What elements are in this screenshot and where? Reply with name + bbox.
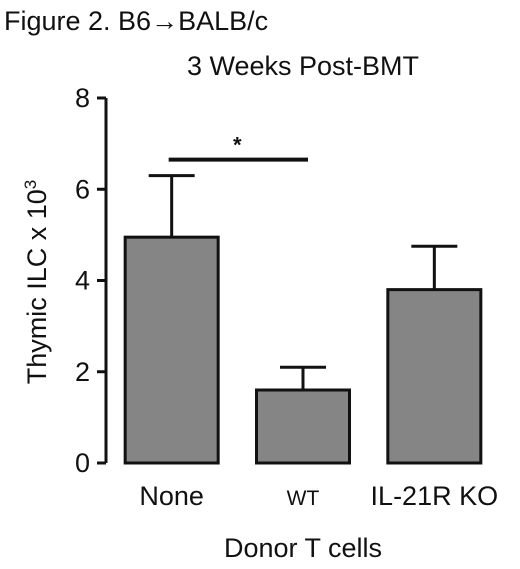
y-tick-label: 4 xyxy=(75,266,90,296)
x-tick-label: WT xyxy=(287,487,320,510)
plot-area: 0 2 4 6 8 None WT IL-21R KO * xyxy=(75,83,498,511)
y-tick-label: 6 xyxy=(75,174,90,204)
y-tick-label: 0 xyxy=(75,448,90,478)
figure-label: Figure 2. B6→BALB/c xyxy=(4,6,268,36)
bar xyxy=(123,235,220,465)
chart-title: 3 Weeks Post-BMT xyxy=(187,51,419,81)
x-tick-label: None xyxy=(139,481,204,511)
x-tick-label: IL-21R KO xyxy=(371,481,499,511)
significance-label: * xyxy=(233,133,242,158)
x-axis-label: Donor T cells xyxy=(224,533,382,563)
y-tick-label: 2 xyxy=(75,357,90,387)
y-tick-label: 8 xyxy=(75,83,90,113)
y-axis-label: Thymic ILC x 103 xyxy=(21,180,52,385)
bar xyxy=(255,388,351,465)
bar xyxy=(386,288,483,465)
y-axis-label-main: Thymic ILC x 10 xyxy=(22,189,52,384)
y-axis-label-exponent: 3 xyxy=(21,180,40,189)
